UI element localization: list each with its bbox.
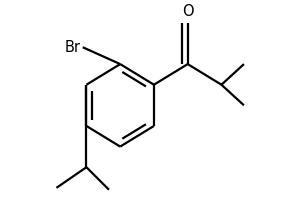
Text: O: O	[182, 4, 193, 19]
Text: Br: Br	[65, 40, 81, 55]
